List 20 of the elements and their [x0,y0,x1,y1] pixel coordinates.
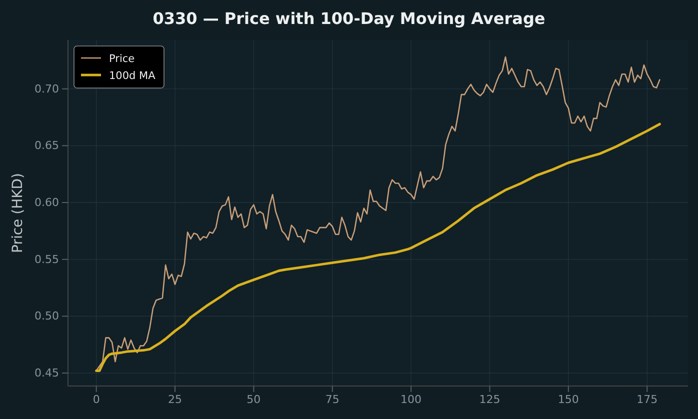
y-tick-label: 0.70 [34,82,59,96]
y-tick-label: 0.60 [34,196,59,210]
line-series [96,56,660,372]
legend-label: 100d MA [109,70,156,82]
x-tick-label: 175 [636,392,658,406]
x-tick-label: 100 [400,392,422,406]
legend-label: Price [109,53,135,65]
y-tick-label: 0.55 [34,252,59,266]
y-axis-title: Price (HKD) [10,172,26,254]
x-tick-label: 125 [479,392,500,406]
x-tick-label: 75 [325,392,340,406]
x-tick-label: 150 [558,392,579,406]
line-series [95,122,661,372]
y-tick-label: 0.50 [34,310,59,323]
y-tick-label: 0.65 [34,139,59,152]
x-tick-label: 0 [92,392,100,406]
x-tick-label: 25 [168,392,182,406]
chart-title: 0330 — Price with 100-Day Moving Average [152,9,546,28]
y-tick-label: 0.45 [34,366,59,380]
x-tick-label: 50 [246,392,261,406]
